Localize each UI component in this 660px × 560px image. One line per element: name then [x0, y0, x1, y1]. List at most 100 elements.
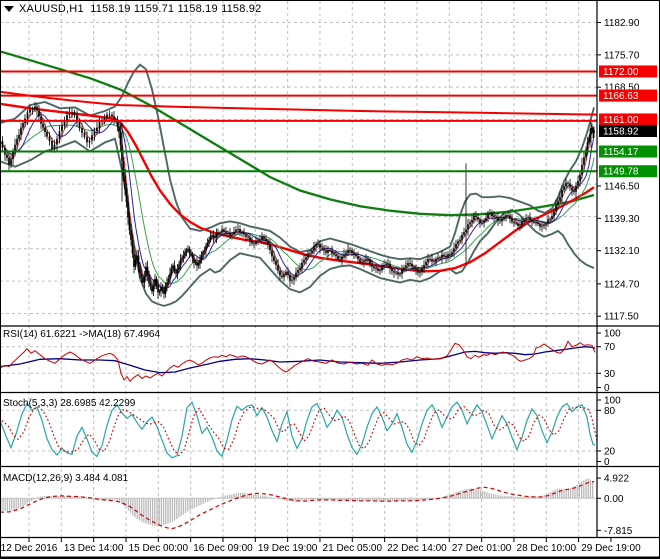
candle-body — [423, 264, 425, 269]
candle-body — [205, 245, 207, 251]
price-badge-green — [599, 165, 657, 178]
candle-body — [73, 111, 76, 116]
candle-body — [405, 265, 407, 268]
candle-body — [14, 144, 16, 153]
time-label: 28 Dec 10:00 — [517, 543, 577, 554]
candle-body — [83, 132, 86, 137]
time-label: 19 Dec 19:00 — [258, 543, 318, 554]
rsi-axis-label: 30 — [604, 369, 616, 380]
candle-body — [191, 254, 194, 259]
candle-body — [267, 241, 269, 245]
candle-body — [437, 257, 439, 259]
stochastic-panel[interactable] — [0, 401, 597, 459]
macd-signal-line — [0, 481, 595, 530]
candle-body — [535, 222, 537, 224]
candle-body — [181, 257, 183, 260]
candle-body — [517, 223, 519, 226]
macd-panel[interactable] — [0, 478, 597, 530]
candle-body — [1, 141, 4, 148]
candle-body — [461, 234, 463, 240]
candle-body — [457, 241, 459, 244]
candle-body — [353, 253, 355, 255]
candle-body — [529, 217, 531, 220]
candle-body — [305, 257, 307, 261]
candle-body — [273, 256, 275, 261]
candle-body — [565, 182, 567, 187]
candle-body — [399, 273, 401, 275]
candle-body — [475, 216, 477, 218]
candle-body — [96, 127, 98, 132]
candle-body — [425, 261, 427, 265]
candle-body — [229, 232, 231, 236]
candle-body — [243, 232, 245, 235]
candle-body — [46, 132, 48, 137]
candle-body — [251, 241, 253, 244]
candle-body — [367, 259, 369, 261]
symbol-dropdown-icon[interactable] — [4, 6, 14, 12]
candle-body — [507, 215, 509, 217]
time-axis: 12 Dec 2016 13 Dec 14:00 15 Dec 00:00 16 De… — [1, 537, 641, 554]
candle-body — [413, 266, 415, 269]
candle-body — [527, 217, 529, 219]
candle-body — [283, 274, 285, 278]
candle-body — [86, 136, 88, 143]
candle-body — [297, 269, 299, 273]
candle-body — [215, 234, 218, 238]
candle-body — [184, 251, 186, 256]
time-label: 21 Dec 05:00 — [323, 543, 383, 554]
candle-body — [68, 113, 71, 116]
price-badge-green — [599, 145, 657, 158]
candle-body — [489, 213, 491, 215]
time-label: 13 Dec 14:00 — [64, 543, 124, 554]
candle-body — [361, 261, 363, 263]
rsi-panel[interactable] — [0, 340, 596, 383]
candle-body — [12, 152, 14, 160]
candle-body — [537, 222, 539, 225]
candle-body — [513, 221, 515, 224]
candle-body — [445, 256, 447, 258]
candle-body — [447, 254, 449, 258]
candle-body — [151, 285, 153, 292]
candle-body — [515, 223, 517, 225]
candle-body — [44, 127, 46, 133]
candle-body — [493, 215, 495, 217]
candle-body — [519, 225, 521, 227]
candle-body — [63, 121, 66, 126]
candle-body — [140, 273, 143, 278]
candle-body — [193, 258, 195, 263]
candle-body — [48, 136, 51, 142]
slow-green-ma-line — [0, 50, 595, 217]
candle-body — [81, 128, 83, 133]
candle-body — [373, 266, 375, 269]
candle-body — [169, 273, 171, 279]
candle-body — [131, 239, 134, 254]
stoch-axis-label: 0 — [604, 457, 610, 468]
price-badge-red — [599, 89, 657, 102]
candle-body — [31, 108, 34, 110]
candle-body — [561, 190, 563, 198]
rsi-axis-label: 100 — [604, 329, 621, 340]
candle-body — [557, 200, 559, 206]
candle-body — [383, 264, 385, 267]
candle-body — [263, 236, 265, 239]
candle-body — [355, 254, 357, 257]
candle-body — [291, 279, 293, 281]
chart-title-text: XAUUSD,H1 1158.19 1159.71 1158.19 1158.9… — [19, 3, 262, 15]
candle-body — [18, 134, 20, 139]
candle-body — [51, 141, 53, 149]
candle-body — [491, 213, 493, 216]
candle-body — [219, 232, 221, 234]
price-badge-red — [599, 65, 657, 78]
candle-body — [365, 259, 367, 261]
candle-body — [469, 222, 471, 225]
macd-axis-label: -7.815 — [604, 526, 633, 537]
candle-body — [449, 254, 451, 256]
candle-body — [571, 187, 573, 191]
candle-body — [118, 126, 120, 133]
candle-body — [6, 154, 8, 158]
candle-body — [221, 229, 223, 233]
main-chart[interactable] — [0, 50, 597, 307]
candle-body — [61, 125, 63, 132]
